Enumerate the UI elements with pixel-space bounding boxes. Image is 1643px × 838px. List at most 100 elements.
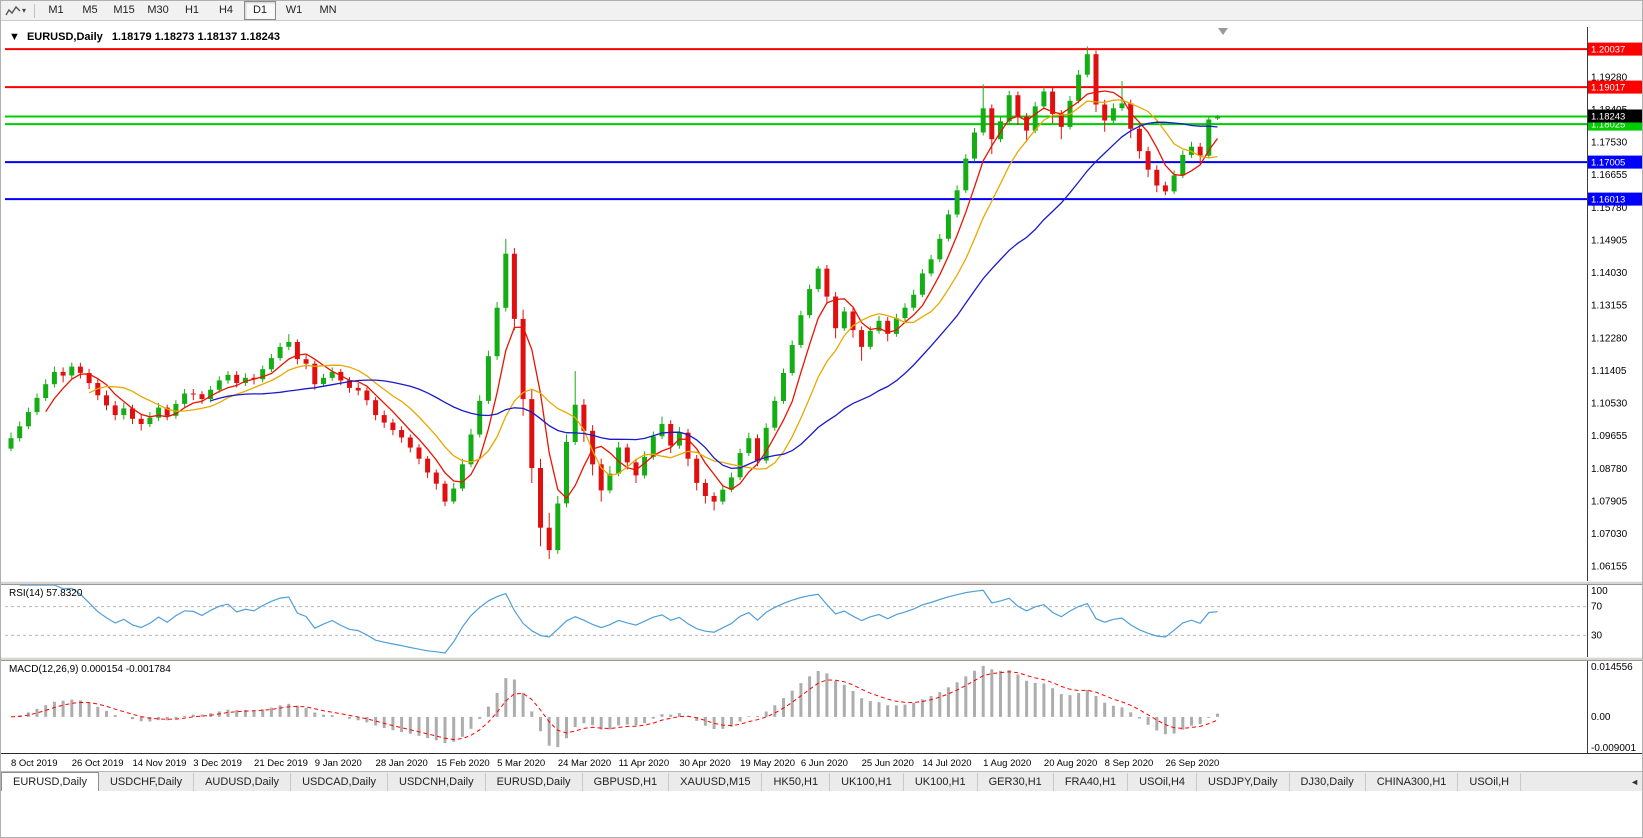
- price-badge: [1588, 109, 1642, 123]
- price-chart-panel[interactable]: 1.192801.184051.175301.166551.157801.149…: [1, 27, 1643, 581]
- chart-tab-bar: EURUSD,Daily USDCHF,Daily AUDUSD,Daily USDC…: [1, 771, 1642, 791]
- chart-tab[interactable]: UK100,H1: [904, 773, 978, 791]
- timeframe-button-d1[interactable]: D1: [244, 1, 277, 20]
- toolbar-separator: [34, 3, 36, 18]
- chart-tab[interactable]: EURUSD,Daily: [1, 772, 99, 791]
- svg-text:1.10530: 1.10530: [1591, 399, 1628, 410]
- panel-splitter[interactable]: [1, 657, 1642, 661]
- dropdown-caret-icon[interactable]: ▾: [22, 6, 27, 15]
- timeframe-button-h4[interactable]: H4: [218, 4, 234, 16]
- chart-tab[interactable]: HK50,H1: [762, 773, 831, 791]
- collapse-arrow-icon[interactable]: ▼: [9, 31, 20, 43]
- svg-text:5 Mar 2020: 5 Mar 2020: [497, 758, 545, 769]
- timeframe-button-h1[interactable]: H1: [184, 4, 200, 16]
- svg-text:1.09655: 1.09655: [1591, 431, 1628, 442]
- svg-text:1.16013: 1.16013: [1591, 195, 1625, 206]
- rsi-panel[interactable]: 100 70 30: [1, 585, 1643, 657]
- svg-text:30: 30: [1591, 630, 1603, 641]
- moving-average-line: [210, 121, 1218, 470]
- svg-text:8 Sep 2020: 8 Sep 2020: [1105, 758, 1154, 769]
- timeframe-button-w1[interactable]: W1: [285, 4, 303, 16]
- chart-tab[interactable]: USOil,H4: [1128, 773, 1198, 791]
- time-axis[interactable]: 8 Oct 2019 26 Oct 2019 14 Nov 2019 3 Dec 20…: [1, 753, 1643, 771]
- panel-splitter[interactable]: [1, 581, 1642, 585]
- moving-average-line: [88, 99, 1218, 477]
- chart-tab[interactable]: DJ30,Daily: [1290, 773, 1366, 791]
- svg-text:1.07905: 1.07905: [1591, 496, 1628, 507]
- price-badge: [1588, 155, 1642, 169]
- svg-text:6 Jun 2020: 6 Jun 2020: [801, 758, 848, 769]
- svg-text:9 Jan 2020: 9 Jan 2020: [315, 758, 362, 769]
- timeframe-button-mn[interactable]: MN: [319, 4, 337, 16]
- chart-tab[interactable]: GBPUSD,H1: [583, 773, 670, 791]
- svg-text:70: 70: [1591, 602, 1603, 613]
- chart-ohlc-values: 1.18179 1.18273 1.18137 1.18243: [111, 31, 281, 43]
- svg-text:1.16655: 1.16655: [1591, 170, 1628, 181]
- svg-text:20 Aug 2020: 20 Aug 2020: [1044, 758, 1097, 769]
- svg-text:-0.009001: -0.009001: [1591, 743, 1636, 753]
- svg-text:1.11405: 1.11405: [1591, 366, 1627, 377]
- chart-tab[interactable]: UK100,H1: [830, 773, 904, 791]
- svg-text:30 Apr 2020: 30 Apr 2020: [679, 758, 730, 769]
- rsi-line: [19, 585, 1218, 654]
- chart-tab[interactable]: USDCNH,Daily: [388, 773, 486, 791]
- svg-text:1.20037: 1.20037: [1591, 45, 1625, 56]
- svg-text:24 Mar 2020: 24 Mar 2020: [558, 758, 611, 769]
- rsi-indicator-label: RSI(14) 57.8320: [9, 588, 83, 599]
- svg-text:26 Oct 2019: 26 Oct 2019: [72, 758, 124, 769]
- svg-text:8 Oct 2019: 8 Oct 2019: [11, 758, 57, 769]
- svg-text:3 Dec 2019: 3 Dec 2019: [193, 758, 242, 769]
- svg-text:1.06155: 1.06155: [1591, 562, 1628, 573]
- chart-tab[interactable]: CHINA300,H1: [1366, 773, 1459, 791]
- chart-tab[interactable]: USDJPY,Daily: [1197, 773, 1290, 791]
- toolbar: ▾ M1 M5 M15 M30 H1 H4 D1 W1 MN: [1, 1, 1642, 21]
- price-badge: [1588, 80, 1642, 94]
- price-badge: [1588, 42, 1642, 56]
- macd-histogram: [18, 665, 1219, 748]
- svg-text:21 Dec 2019: 21 Dec 2019: [254, 758, 308, 769]
- chart-tab-strip: EURUSD,Daily USDCHF,Daily AUDUSD,Daily USDC…: [1, 772, 1642, 791]
- chart-tab[interactable]: USOil,H: [1458, 773, 1522, 791]
- svg-text:26 Sep 2020: 26 Sep 2020: [1165, 758, 1219, 769]
- svg-text:14 Jul 2020: 14 Jul 2020: [922, 758, 971, 769]
- svg-text:1.13155: 1.13155: [1591, 301, 1628, 312]
- svg-text:1 Aug 2020: 1 Aug 2020: [983, 758, 1031, 769]
- svg-text:11 Apr 2020: 11 Apr 2020: [619, 758, 670, 769]
- svg-text:28 Jan 2020: 28 Jan 2020: [376, 758, 428, 769]
- svg-text:15 Feb 2020: 15 Feb 2020: [436, 758, 489, 769]
- chart-tab[interactable]: USDCHF,Daily: [99, 773, 195, 791]
- svg-text:1.14030: 1.14030: [1591, 268, 1628, 279]
- chart-shift-marker[interactable]: [1218, 28, 1228, 35]
- svg-text:1.17530: 1.17530: [1591, 138, 1628, 149]
- tab-scroll-left-icon[interactable]: ◄: [1630, 777, 1639, 787]
- chart-tab[interactable]: FRA40,H1: [1054, 773, 1129, 791]
- timeframe-button-m30[interactable]: M30: [147, 4, 169, 16]
- price-badge: [1588, 192, 1642, 206]
- svg-text:1.17005: 1.17005: [1591, 158, 1625, 169]
- svg-text:1.19280: 1.19280: [1591, 72, 1628, 83]
- svg-text:1.07030: 1.07030: [1591, 529, 1628, 540]
- chart-tab[interactable]: AUDUSD,Daily: [194, 773, 292, 791]
- svg-text:0.014556: 0.014556: [1591, 662, 1633, 673]
- chart-tab[interactable]: GER30,H1: [978, 773, 1054, 791]
- svg-text:25 Jun 2020: 25 Jun 2020: [862, 758, 914, 769]
- timeframe-button-m1[interactable]: M1: [48, 4, 64, 16]
- timeframe-button-m5[interactable]: M5: [82, 4, 98, 16]
- chart-tab[interactable]: XAUUSD,M15: [669, 773, 763, 791]
- svg-text:1.19017: 1.19017: [1591, 83, 1625, 94]
- timeframe-button-m15[interactable]: M15: [113, 4, 135, 16]
- svg-text:1.08780: 1.08780: [1591, 464, 1628, 475]
- chart-symbol-label: EURUSD,Daily: [26, 31, 103, 43]
- svg-text:19 May 2020: 19 May 2020: [740, 758, 795, 769]
- macd-panel[interactable]: 0.014556 0.00 -0.009001: [1, 661, 1643, 753]
- chart-tab[interactable]: USDCAD,Daily: [291, 773, 389, 791]
- moving-average-line: [45, 90, 1219, 500]
- svg-text:0.00: 0.00: [1591, 712, 1611, 723]
- svg-text:1.12280: 1.12280: [1591, 333, 1628, 344]
- macd-indicator-label: MACD(12,26,9) 0.000154 -0.001784: [9, 664, 171, 675]
- chart-title: ▼ EURUSD,Daily 1.18179 1.18273 1.18137 1…: [9, 31, 280, 43]
- chart-type-icon[interactable]: [5, 4, 21, 18]
- chart-tab[interactable]: EURUSD,Daily: [486, 773, 583, 791]
- svg-text:100: 100: [1591, 586, 1608, 597]
